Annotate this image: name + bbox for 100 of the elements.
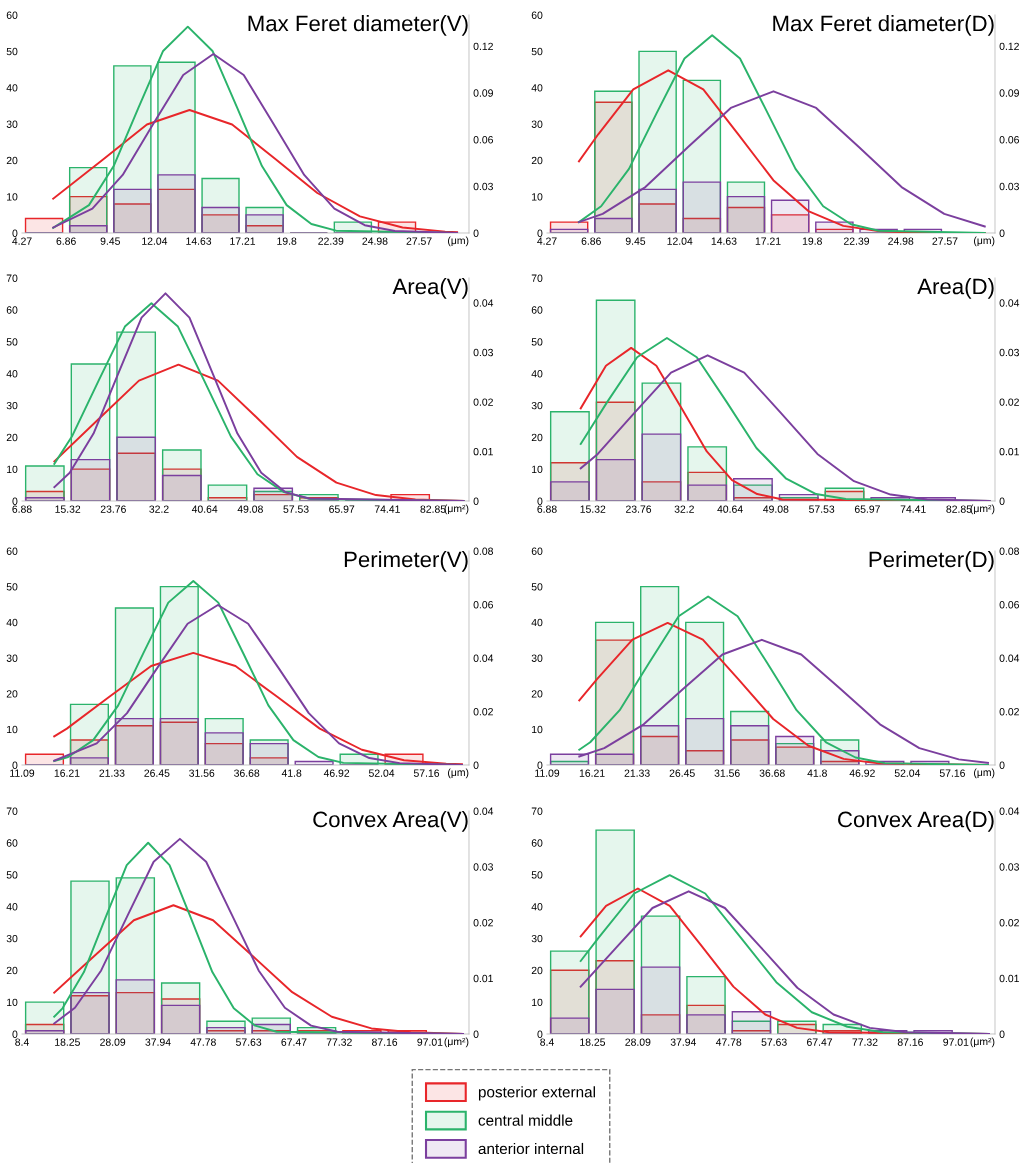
chart-title: Perimeter(D) (869, 551, 994, 572)
x-tick-label: 77.32 (326, 1038, 352, 1046)
x-tick-label: 82.85 (946, 505, 972, 513)
x-axis-title: (μm²) (444, 504, 469, 515)
y-tick-label: 30 (531, 120, 543, 128)
y-tick-label: 20 (531, 690, 543, 698)
y2-tick-label: 0 (999, 497, 1005, 505)
y-tick-label: 30 (6, 654, 18, 662)
y-tick-label: 70 (531, 807, 543, 815)
x-tick-label: 4.27 (12, 237, 32, 245)
x-tick-label: 12.04 (667, 237, 693, 245)
y-tick-label: 20 (531, 433, 543, 442)
x-tick-label: 15.32 (55, 505, 81, 513)
y-tick-label: 0 (537, 761, 543, 769)
x-tick-label: 37.94 (670, 1038, 697, 1046)
chart-title: Max Feret diameter(V) (248, 15, 468, 36)
x-tick-label: 6.86 (56, 237, 76, 245)
x-axis-title: (μm) (974, 236, 995, 247)
y-tick-label: 0 (12, 1030, 18, 1038)
y-tick-label: 30 (6, 934, 18, 943)
x-tick-label: 47.78 (715, 1038, 742, 1046)
y-tick-label: 30 (6, 401, 18, 410)
x-tick-label: 37.94 (145, 1038, 171, 1046)
y2-tick-label: 0.08 (999, 547, 1019, 555)
y-tick-label: 10 (7, 998, 18, 1007)
y-tick-label: 20 (531, 156, 543, 165)
chart-title: Max Feret diameter(D) (773, 15, 994, 36)
x-tick-label: 82.85 (420, 505, 446, 513)
y-tick-label: 20 (6, 690, 18, 698)
y-tick-label: 10 (7, 725, 18, 734)
y-tick-label: 10 (532, 465, 543, 474)
y-tick-label: 0 (12, 761, 18, 769)
x-tick-label: 28.09 (625, 1038, 651, 1046)
x-tick-label: 11.09 (535, 769, 560, 777)
y2-tick-label: 0.01 (999, 447, 1019, 456)
x-tick-label: 8.4 (15, 1038, 29, 1046)
y2-tick-label: 0.08 (473, 547, 493, 555)
y-tick-label: 60 (6, 306, 18, 314)
x-tick-label: 14.63 (186, 237, 212, 245)
x-tick-label: 23.76 (100, 505, 126, 513)
x-tick-label: 32.2 (149, 505, 169, 513)
y2-tick-label: 0.03 (999, 863, 1019, 871)
legend-label: anterior internal (478, 1142, 584, 1155)
y2-tick-label: 0.04 (999, 654, 1020, 662)
x-tick-label: 16.21 (54, 769, 80, 777)
y2-tick-label: 0.12 (473, 42, 493, 51)
x-tick-label: 14.63 (711, 237, 737, 245)
x-tick-label: 65.97 (329, 505, 355, 513)
y2-tick-label: 0 (473, 1030, 479, 1038)
x-tick-label: 23.76 (626, 505, 652, 513)
y-tick-label: 30 (531, 654, 543, 662)
y-tick-label: 0 (12, 497, 18, 505)
chart-title: Area(V) (392, 278, 468, 299)
x-tick-label: 18.25 (55, 1038, 80, 1046)
y-tick-label: 40 (531, 84, 543, 92)
x-tick-label: 18.25 (580, 1038, 606, 1046)
y2-tick-label: 0 (473, 497, 479, 505)
x-tick-label: 87.16 (371, 1038, 398, 1046)
y-tick-label: 70 (6, 807, 18, 815)
x-tick-label: 57.63 (761, 1038, 787, 1046)
y-tick-label: 10 (532, 193, 543, 201)
y2-tick-label: 0 (999, 229, 1005, 237)
y-tick-label: 60 (531, 839, 543, 847)
x-tick-label: 22.39 (318, 237, 344, 245)
y2-tick-label: 0.04 (473, 654, 494, 662)
y-tick-label: 0 (537, 497, 543, 505)
y-tick-label: 50 (6, 338, 18, 346)
y-tick-label: 60 (6, 547, 18, 555)
x-tick-label: 67.47 (807, 1038, 833, 1046)
y-tick-label: 20 (531, 966, 543, 975)
x-tick-label: 57.63 (236, 1038, 262, 1046)
x-tick-label: 22.39 (843, 237, 870, 245)
y2-tick-label: 0.04 (999, 299, 1020, 307)
y2-tick-label: 0.02 (473, 398, 493, 406)
y-tick-label: 0 (12, 229, 18, 237)
x-tick-label: 57.53 (283, 505, 309, 513)
y2-tick-label: 0.04 (473, 299, 494, 307)
y-tick-label: 40 (531, 618, 543, 627)
legend-label: central middle (478, 1114, 573, 1126)
x-tick-label: 24.98 (362, 237, 388, 245)
y2-tick-label: 0.03 (999, 182, 1019, 191)
x-tick-label: 57.53 (809, 505, 835, 513)
y-tick-label: 20 (6, 966, 18, 975)
x-tick-label: 65.97 (854, 505, 880, 513)
x-tick-label: 57.16 (939, 769, 965, 777)
x-axis-title: (μm) (448, 236, 469, 247)
x-tick-label: 11.09 (10, 769, 35, 777)
x-tick-label: 40.64 (191, 505, 218, 513)
x-tick-label: 47.78 (190, 1038, 216, 1046)
x-tick-label: 21.33 (624, 769, 650, 777)
y2-tick-label: 0.06 (999, 601, 1019, 609)
y2-tick-label: 0.03 (473, 182, 493, 191)
x-tick-label: 6.88 (537, 505, 557, 513)
x-tick-label: 8.4 (540, 1038, 554, 1046)
x-tick-label: 21.33 (99, 769, 125, 777)
y-tick-label: 40 (6, 370, 18, 378)
y2-tick-label: 0.02 (999, 919, 1019, 927)
x-tick-label: 36.68 (759, 769, 785, 777)
x-tick-label: 6.88 (12, 505, 32, 513)
y-tick-label: 10 (7, 193, 18, 201)
